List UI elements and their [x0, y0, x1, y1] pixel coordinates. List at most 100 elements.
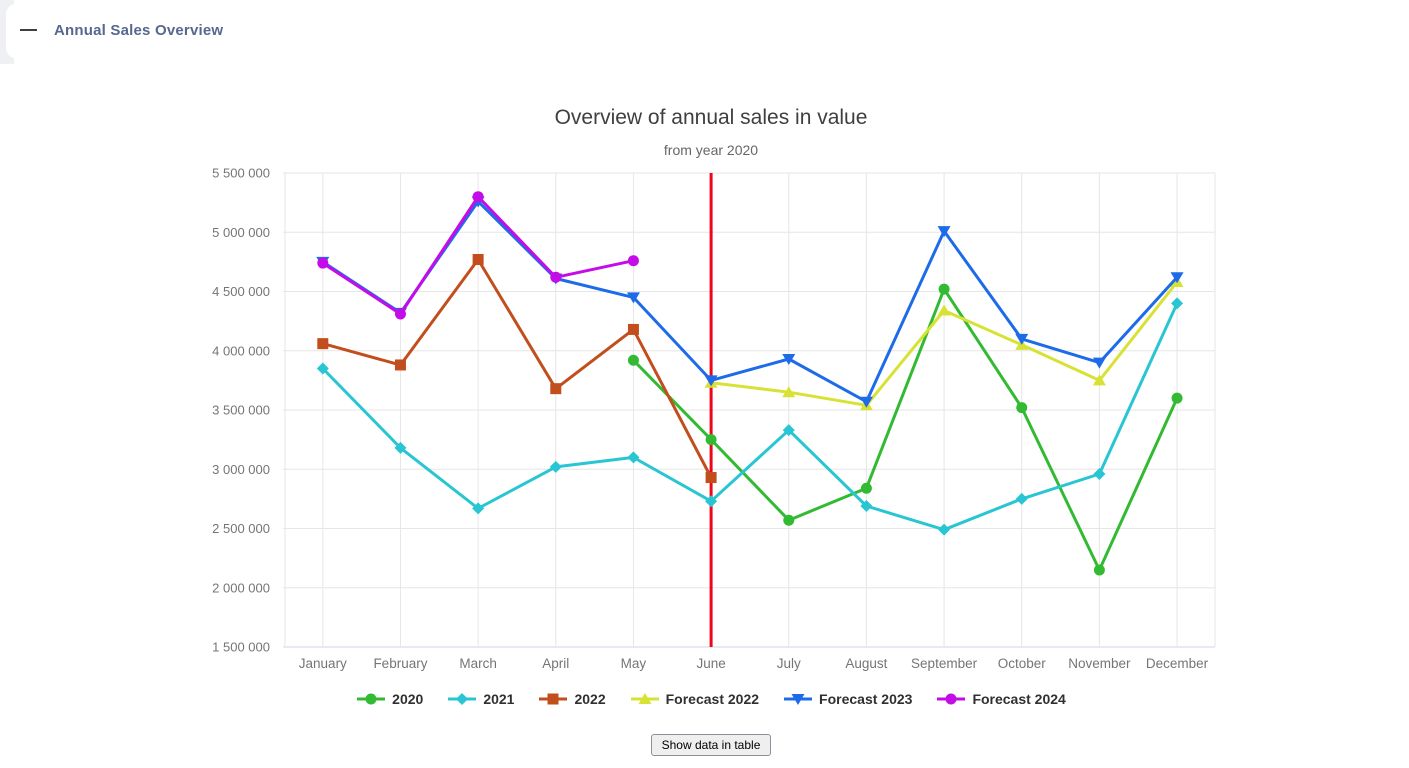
x-axis-label: March — [459, 656, 497, 671]
data-point[interactable] — [782, 386, 796, 398]
collapse-icon[interactable] — [20, 29, 37, 31]
data-point[interactable] — [1016, 402, 1028, 414]
data-point[interactable] — [783, 514, 795, 526]
series-line — [321, 199, 1179, 404]
legend-item-forecast-2023[interactable]: Forecast 2023 — [783, 691, 912, 707]
x-axis-label: January — [299, 656, 347, 671]
button-row: Show data in table — [13, 734, 1409, 756]
data-point[interactable] — [937, 226, 951, 238]
legend-item-forecast-2024[interactable]: Forecast 2024 — [936, 691, 1066, 707]
data-point[interactable] — [938, 283, 950, 295]
data-point[interactable] — [456, 693, 469, 705]
legend-marker-icon — [539, 693, 568, 705]
x-axis-label: September — [911, 656, 978, 671]
legend-label: Forecast 2023 — [819, 691, 913, 707]
data-point[interactable] — [1170, 272, 1184, 284]
series-line — [321, 301, 1179, 532]
data-point[interactable] — [627, 354, 639, 366]
data-point[interactable] — [550, 383, 562, 395]
legend-item-2020[interactable]: 2020 — [356, 691, 423, 707]
widget-header: Annual Sales Overview — [6, 4, 1409, 58]
x-axis-label: May — [621, 656, 647, 671]
x-axis-label: June — [696, 656, 725, 671]
legend-marker-icon — [357, 693, 386, 705]
data-point[interactable] — [317, 338, 329, 350]
series-line — [631, 287, 1179, 572]
data-point[interactable] — [704, 375, 718, 387]
x-axis-label: February — [373, 656, 427, 671]
page-title: Annual Sales Overview — [54, 22, 224, 39]
data-point[interactable] — [859, 396, 873, 408]
legend-item-forecast-2022[interactable]: Forecast 2022 — [630, 691, 759, 707]
y-axis-label: 5 000 000 — [212, 225, 270, 240]
data-point[interactable] — [472, 254, 484, 266]
data-point[interactable] — [1015, 333, 1029, 345]
series-line — [321, 258, 713, 479]
data-point[interactable] — [705, 495, 718, 508]
y-axis-label: 4 000 000 — [212, 343, 270, 358]
y-axis-label: 2 500 000 — [212, 521, 270, 536]
data-point[interactable] — [1171, 392, 1183, 404]
data-point[interactable] — [938, 523, 951, 536]
data-point[interactable] — [550, 271, 562, 283]
data-point[interactable] — [1171, 297, 1184, 310]
y-axis-label: 1 500 000 — [212, 640, 270, 655]
data-point[interactable] — [472, 502, 485, 515]
series-2022 — [317, 254, 717, 484]
legend-marker-icon — [630, 693, 659, 704]
series-2021 — [316, 297, 1184, 536]
legend-marker-icon — [937, 693, 966, 705]
series-forecast-2024 — [317, 191, 639, 320]
data-point[interactable] — [627, 323, 639, 335]
x-axis-label: December — [1146, 656, 1209, 671]
x-axis-label: October — [998, 656, 1047, 671]
data-point[interactable] — [1093, 564, 1105, 576]
x-axis-label: July — [777, 656, 801, 671]
data-point[interactable] — [626, 292, 640, 304]
data-point[interactable] — [627, 255, 639, 267]
legend-label: Forecast 2024 — [972, 691, 1066, 707]
data-point[interactable] — [1092, 357, 1106, 369]
data-point[interactable] — [945, 693, 957, 705]
series-forecast-2022 — [704, 276, 1184, 411]
data-point[interactable] — [549, 460, 562, 473]
legend-label: Forecast 2022 — [665, 691, 760, 707]
y-axis-label: 3 000 000 — [212, 462, 270, 477]
data-point[interactable] — [937, 304, 951, 316]
y-axis-label: 2 000 000 — [212, 580, 270, 595]
legend-label: 2021 — [483, 691, 515, 707]
data-point[interactable] — [782, 354, 796, 366]
legend-marker-icon — [448, 693, 477, 705]
data-point[interactable] — [1015, 492, 1028, 505]
data-point[interactable] — [472, 191, 484, 203]
data-point[interactable] — [705, 434, 717, 446]
data-point[interactable] — [860, 482, 872, 494]
data-point[interactable] — [394, 308, 406, 320]
y-axis-label: 3 500 000 — [212, 403, 270, 418]
data-point[interactable] — [627, 451, 640, 464]
data-point[interactable] — [316, 362, 329, 375]
legend-item-2022[interactable]: 2022 — [538, 691, 606, 707]
data-point[interactable] — [365, 693, 377, 705]
data-point[interactable] — [394, 441, 407, 454]
legend-label: 2022 — [574, 691, 606, 707]
data-point[interactable] — [1093, 467, 1106, 480]
data-point[interactable] — [638, 693, 652, 704]
data-point[interactable] — [705, 472, 717, 484]
data-point[interactable] — [782, 424, 795, 437]
data-point[interactable] — [547, 693, 559, 705]
data-point[interactable] — [317, 257, 329, 269]
legend-item-2021[interactable]: 2021 — [447, 691, 514, 707]
x-axis-label: August — [845, 656, 887, 671]
x-axis-label: April — [542, 656, 569, 671]
show-data-table-button[interactable]: Show data in table — [650, 734, 772, 756]
chart-legend: 2020 2021 2022 Forecast 2022 Forecast 2023 Fo… — [13, 691, 1409, 707]
legend-marker-icon — [784, 694, 813, 705]
data-point[interactable] — [791, 694, 805, 705]
data-point[interactable] — [860, 499, 873, 512]
data-point[interactable] — [394, 359, 406, 371]
data-point[interactable] — [1092, 374, 1106, 386]
chart-subtitle: from year 2020 — [663, 142, 759, 158]
